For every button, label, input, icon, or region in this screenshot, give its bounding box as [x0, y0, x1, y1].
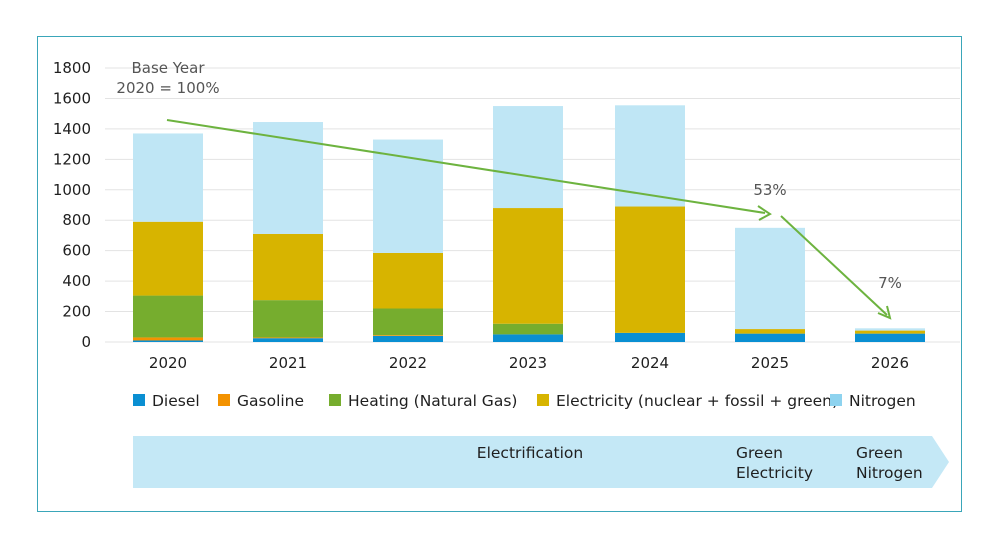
bar-stack-2022: [373, 139, 443, 342]
bar-segment-electricity-2021: [253, 233, 323, 301]
legend-swatch: [133, 394, 145, 406]
x-tick-label: 2021: [269, 354, 307, 372]
bar-stack-2024: [615, 105, 685, 342]
y-tick-label: 1000: [53, 181, 91, 199]
stage-green-nitrogen-line2: Nitrogen: [856, 464, 923, 482]
bar-stack-2021: [253, 122, 323, 342]
percent-2026-label: 7%: [878, 274, 902, 292]
legend: Diesel Gasoline Heating (Natural Gas) Elect…: [133, 392, 916, 410]
trend-arrowhead-main: [757, 205, 772, 221]
y-tick-label: 600: [62, 242, 91, 260]
bar-segment-diesel-2022: [373, 335, 443, 342]
trend-line-main: [166, 119, 766, 214]
bar-segment-gasoline-2020: [133, 337, 203, 341]
y-tick-label: 800: [62, 211, 91, 229]
x-tick-label: 2024: [631, 354, 669, 372]
bar-segment-nitrogen-2023: [493, 106, 563, 209]
legend-label: Nitrogen: [849, 392, 916, 410]
base-year-value: 2020 = 100%: [116, 79, 219, 97]
bar-stack-2023: [493, 106, 563, 342]
bar-segment-electricity-2022: [373, 252, 443, 309]
x-axis-ticks: 2020 2021 2022 2023 2024 2025 2026: [149, 354, 909, 372]
chart-frame: [37, 36, 962, 512]
legend-swatch: [218, 394, 230, 406]
bar-segment-heating-2020: [133, 295, 203, 338]
bar-segment-heating-2022: [373, 308, 443, 336]
legend-swatch: [537, 394, 549, 406]
stage-green-electricity-line2: Electricity: [736, 464, 813, 482]
y-tick-label: 200: [62, 303, 91, 321]
bar-segment-gasoline-2022: [373, 335, 443, 336]
bar-stack-2026: [855, 328, 925, 342]
bar-segment-electricity-2020: [133, 221, 203, 296]
x-tick-label: 2025: [751, 354, 789, 372]
trend-arrowhead-drop: [877, 305, 892, 320]
legend-label: Heating (Natural Gas): [348, 392, 517, 410]
bar-segment-electricity-2025: [735, 329, 805, 334]
base-year-label: Base Year: [131, 59, 205, 77]
legend-swatch: [329, 394, 341, 406]
bar-segment-heating-2023: [493, 323, 563, 335]
y-tick-label: 1600: [53, 89, 91, 107]
bar-stacks: [133, 105, 925, 342]
bar-stack-2020: [133, 133, 203, 342]
bar-stack-2025: [735, 227, 805, 342]
x-tick-label: 2022: [389, 354, 427, 372]
legend-label: Diesel: [152, 392, 200, 410]
stage-green-nitrogen-line1: Green: [856, 444, 903, 462]
x-tick-label: 2023: [509, 354, 547, 372]
bar-segment-diesel-2020: [133, 340, 203, 342]
y-tick-label: 1800: [53, 59, 91, 77]
stage-green-electricity-line1: Green: [736, 444, 783, 462]
bar-segment-nitrogen-2020: [133, 133, 203, 222]
bar-segment-diesel-2023: [493, 334, 563, 342]
y-axis-ticks: 0 200 400 600 800 1000 1200 1400 1600 1800: [53, 59, 91, 351]
bar-segment-electricity-2026: [855, 330, 925, 334]
stage-arrow-band: [133, 436, 949, 488]
legend-label: Electricity (nuclear + fossil + green): [556, 392, 838, 410]
percent-2025-label: 53%: [753, 181, 786, 199]
trend-line-drop: [780, 215, 888, 316]
bar-segment-nitrogen-2024: [615, 105, 685, 207]
bar-segment-diesel-2025: [735, 333, 805, 342]
x-tick-label: 2020: [149, 354, 187, 372]
bar-segment-diesel-2024: [615, 332, 685, 342]
stage-electrification: Electrification: [477, 444, 583, 462]
bar-segment-gasoline-2021: [253, 337, 323, 339]
y-tick-label: 1400: [53, 120, 91, 138]
legend-label: Gasoline: [237, 392, 304, 410]
bar-segment-nitrogen-2026: [855, 328, 925, 331]
reduction-trend-arrows: [166, 119, 892, 320]
bar-segment-nitrogen-2021: [253, 122, 323, 234]
bar-segment-diesel-2026: [855, 333, 925, 342]
x-tick-label: 2026: [871, 354, 909, 372]
y-tick-label: 1200: [53, 150, 91, 168]
y-tick-label: 400: [62, 272, 91, 290]
bar-segment-nitrogen-2025: [735, 227, 805, 330]
bar-segment-electricity-2024: [615, 206, 685, 333]
bar-segment-electricity-2023: [493, 208, 563, 324]
y-tick-label: 0: [81, 333, 91, 351]
bar-segment-heating-2021: [253, 300, 323, 338]
bar-segment-diesel-2021: [253, 338, 323, 342]
legend-swatch: [830, 394, 842, 406]
